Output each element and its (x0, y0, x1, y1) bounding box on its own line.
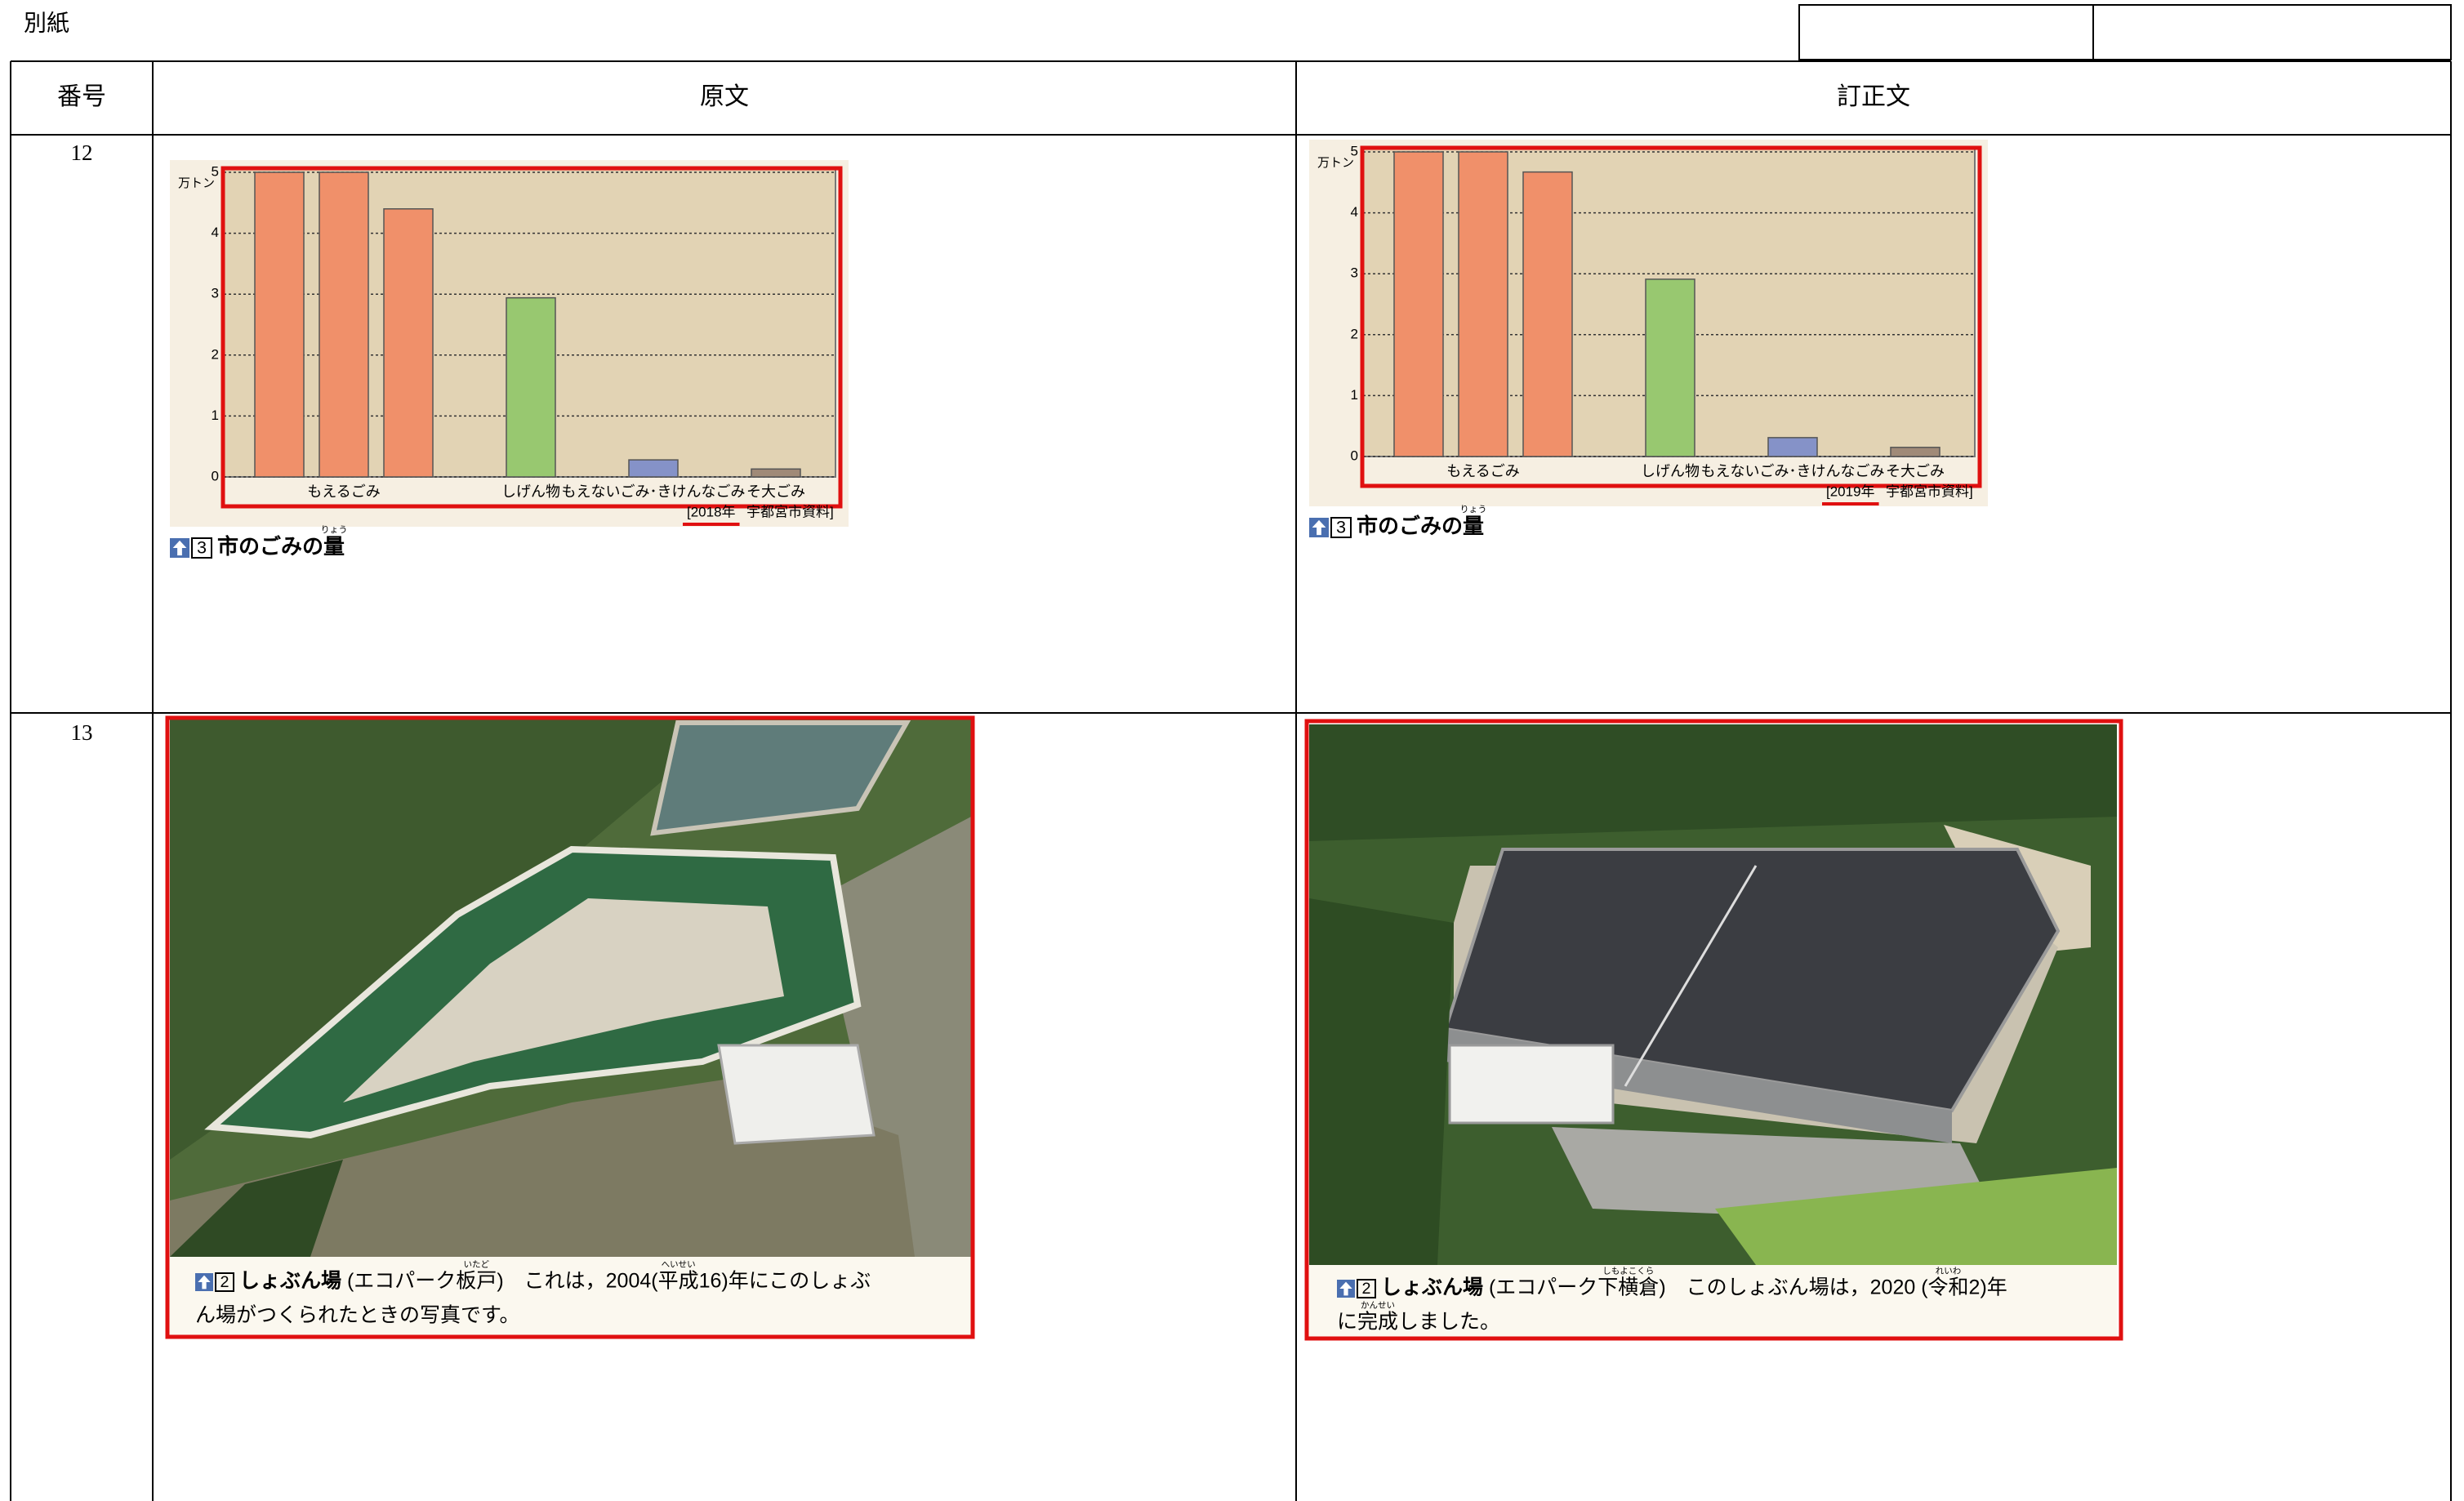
caption-text: 2)年 (1969, 1276, 2007, 1299)
y-tick-label: 3 (1351, 265, 1358, 281)
figure-number: 3 (197, 537, 207, 558)
category-label: そ大ごみ (1886, 463, 1945, 479)
figure-icon-arrow (1339, 1281, 1352, 1296)
caption-text: ) これは，2004( (497, 1270, 658, 1293)
ruby-text: れいわ (1936, 1267, 1962, 1276)
caption-text: 平成 (658, 1270, 699, 1293)
figure-number: 2 (1361, 1280, 1370, 1298)
bar (628, 459, 679, 478)
source-label: 宇都宮市資料] (746, 504, 834, 519)
y-tick-label: 0 (1351, 448, 1358, 463)
category-label: もえるごみ (307, 483, 380, 500)
y-tick-label: 1 (1351, 387, 1358, 403)
figure-number-box (191, 537, 212, 559)
y-tick-label: 2 (1351, 326, 1358, 341)
category-label: もえるごみ (1446, 463, 1519, 479)
bar (1767, 437, 1818, 457)
y-tick-label: 1 (212, 408, 219, 423)
caption-text: 令和 (1928, 1276, 1969, 1299)
caption-text: 量 (1463, 514, 1484, 538)
bar (1890, 447, 1940, 457)
caption-text: (エコパーク (341, 1270, 456, 1293)
year-label: [2019年 (1826, 483, 1875, 499)
table-grid (10, 60, 2452, 1501)
axis-unit: 万トン (178, 176, 215, 190)
category-label: もえないごみ･きけんなごみ (562, 483, 746, 500)
column-header: 番号 (57, 83, 106, 110)
category-label: しげん物 (501, 483, 560, 500)
bar (319, 171, 369, 478)
axis-unit: 万トン (1317, 156, 1354, 170)
ruby-text: しもよこくら (1602, 1267, 1654, 1276)
row-number: 12 (71, 140, 93, 165)
figure-number-box (215, 1272, 234, 1292)
y-tick-label: 4 (1351, 204, 1358, 220)
bar (506, 296, 556, 478)
figure-icon-arrow (1312, 519, 1326, 536)
caption-text: 完成 (1357, 1311, 1398, 1334)
figure-number-box (1357, 1279, 1376, 1298)
caption-text: に (1337, 1311, 1357, 1334)
y-tick-label: 2 (212, 346, 219, 362)
caption-text: 板戸 (456, 1270, 497, 1293)
stamp-box (2092, 4, 2452, 60)
bar (751, 468, 801, 478)
caption-text: 16)年にこのしょぶ (699, 1270, 871, 1293)
figure-number: 3 (1336, 517, 1346, 537)
column-header: 原文 (700, 83, 749, 110)
category-label: そ大ごみ (746, 483, 805, 500)
y-tick-label: 4 (212, 225, 219, 240)
year-label: [2018年 (687, 504, 736, 519)
page-label: 別紙 (24, 10, 69, 36)
bar (1393, 151, 1444, 457)
figure-icon-arrow (172, 540, 187, 556)
y-tick-label: 5 (212, 163, 219, 179)
highlight-box (165, 715, 975, 1339)
photo (1309, 724, 2117, 1337)
caption-text: しました。 (1398, 1311, 1500, 1334)
bar (1645, 278, 1695, 457)
bar (254, 171, 305, 478)
highlight-box (1304, 719, 2123, 1341)
caption-text: 市のごみの (217, 534, 323, 559)
ruby-text: りょう (321, 524, 348, 535)
ruby-text: いたど (464, 1260, 490, 1270)
figure-number-box (1330, 517, 1352, 538)
figure-icon-arrow (198, 1275, 211, 1289)
highlight-box (1360, 145, 1982, 488)
source-label: 宇都宮市資料] (1886, 483, 1973, 499)
caption-text: ) このしょぶん場は，2020 ( (1659, 1276, 1928, 1299)
figure-number: 2 (220, 1273, 229, 1291)
category-label: しげん物 (1641, 463, 1700, 479)
ruby-text: へいせい (662, 1260, 696, 1270)
caption-text: 下横倉 (1597, 1276, 1659, 1299)
bar (1522, 171, 1573, 457)
row-number: 13 (71, 720, 93, 745)
bar (1458, 151, 1508, 457)
y-tick-label: 0 (212, 468, 219, 483)
caption-text: 量 (323, 534, 345, 559)
highlight-box (221, 166, 843, 509)
y-tick-label: 5 (1351, 143, 1358, 158)
caption-text: しょぶん場 (239, 1270, 341, 1293)
ruby-text: かんせい (1361, 1301, 1395, 1311)
caption-text: (エコパーク (1483, 1276, 1597, 1299)
photo (170, 719, 971, 1335)
caption-text: しょぶん場 (1381, 1276, 1483, 1299)
category-label: もえないごみ･きけんなごみ (1701, 463, 1885, 479)
caption-text: ん場がつくられたときの写真です。 (195, 1304, 520, 1327)
ruby-text: りょう (1460, 504, 1487, 514)
stamp-box (1798, 4, 2094, 60)
y-tick-label: 3 (212, 286, 219, 301)
caption-text: 市のごみの (1357, 514, 1463, 538)
column-header: 訂正文 (1837, 83, 1910, 110)
bar (383, 208, 434, 478)
